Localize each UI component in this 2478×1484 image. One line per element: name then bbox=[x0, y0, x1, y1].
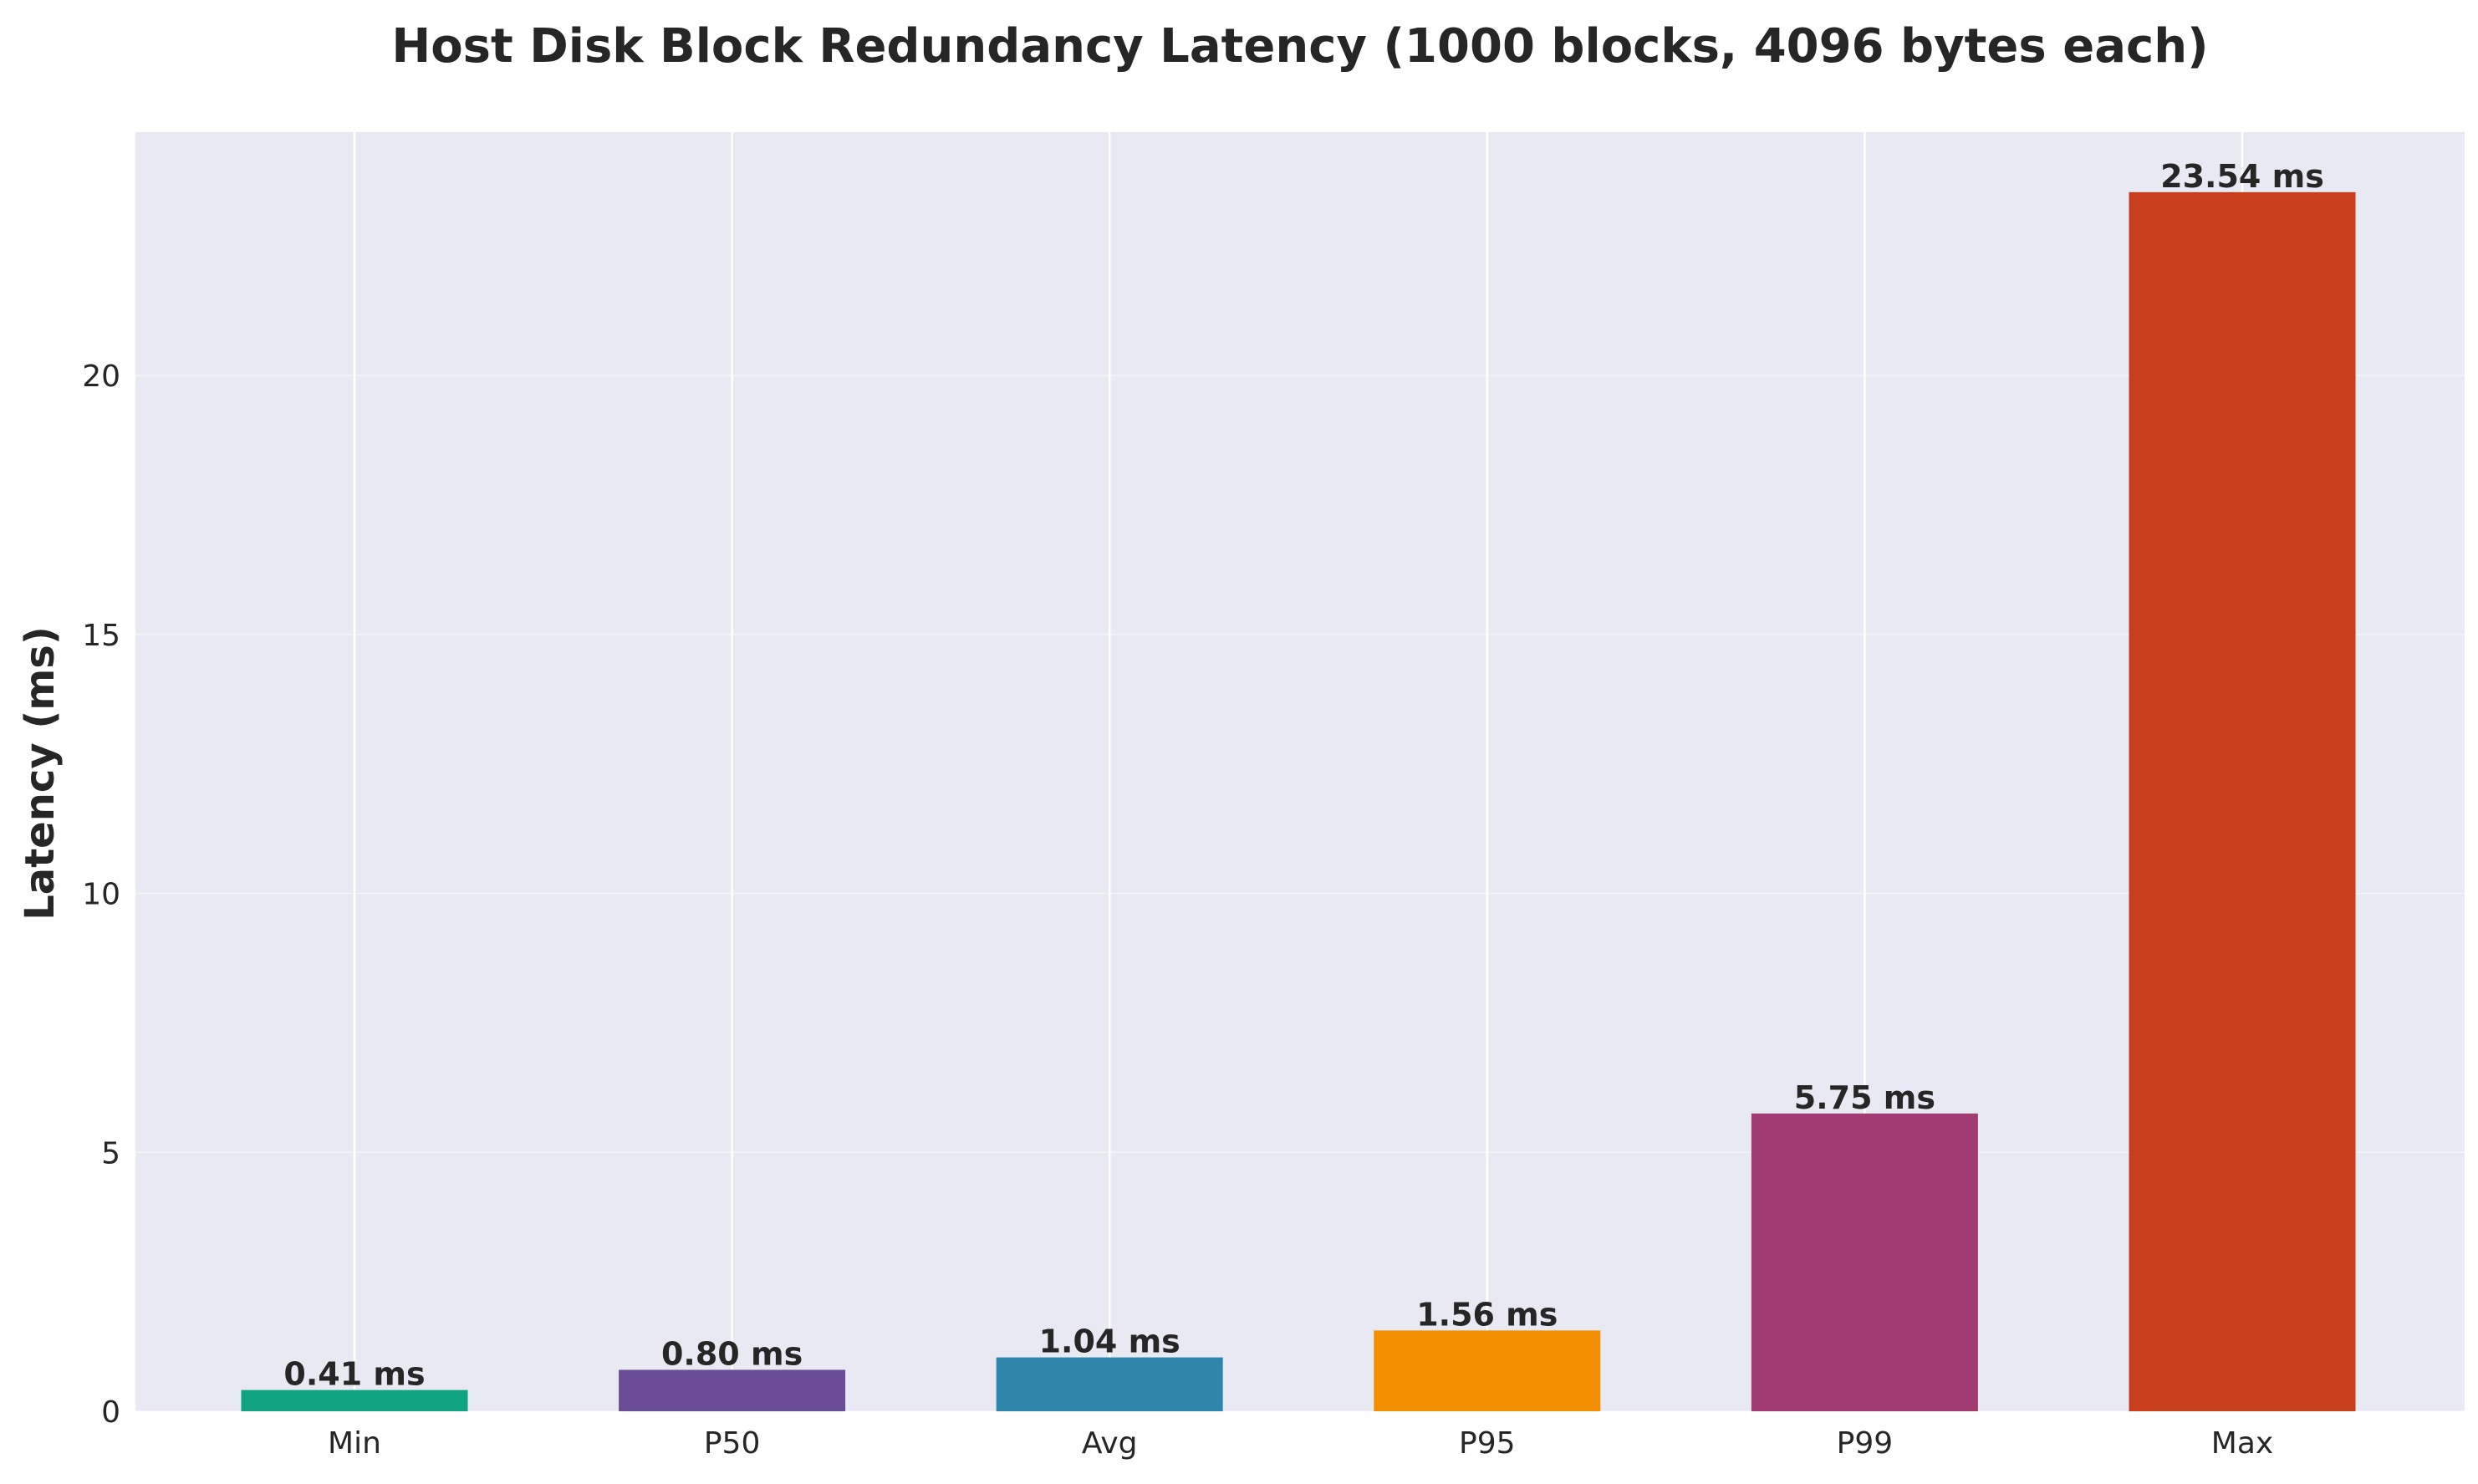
y-tick-label: 0 bbox=[101, 1395, 120, 1430]
x-tick-label-p50: P50 bbox=[704, 1426, 761, 1461]
bar-max bbox=[2129, 191, 2356, 1411]
data-label-max: 23.54 ms bbox=[2160, 158, 2324, 195]
x-tick-label-min: Min bbox=[328, 1426, 381, 1461]
chart-title: Host Disk Block Redundancy Latency (1000… bbox=[391, 19, 2208, 74]
bars bbox=[241, 191, 2356, 1411]
data-labels: 0.41 ms 0.80 ms 1.04 ms 1.56 ms 5.75 ms 23.54… bbox=[283, 158, 2323, 1393]
data-label-avg: 1.04 ms bbox=[1039, 1323, 1180, 1360]
y-axis-label: Latency (ms) bbox=[17, 626, 64, 920]
data-label-p50: 0.80 ms bbox=[661, 1335, 803, 1372]
bar-min bbox=[241, 1390, 468, 1411]
x-tick-label-avg: Avg bbox=[1082, 1426, 1138, 1461]
y-tick-labels: 0 5 10 15 20 bbox=[82, 360, 120, 1430]
y-tick-label: 15 bbox=[82, 619, 120, 653]
x-tick-label-max: Max bbox=[2211, 1426, 2273, 1461]
data-label-p99: 5.75 ms bbox=[1794, 1079, 1935, 1116]
bar-p99 bbox=[1751, 1113, 1978, 1411]
data-label-p95: 1.56 ms bbox=[1416, 1296, 1558, 1333]
plot-area bbox=[135, 132, 2465, 1411]
y-tick-label: 10 bbox=[82, 878, 120, 912]
bar-p50 bbox=[619, 1369, 846, 1411]
bar-p95 bbox=[1374, 1330, 1601, 1411]
data-label-min: 0.41 ms bbox=[283, 1356, 425, 1393]
y-tick-label: 5 bbox=[101, 1136, 120, 1170]
x-tick-label-p95: P95 bbox=[1459, 1426, 1516, 1461]
y-tick-label: 20 bbox=[82, 360, 120, 394]
bar-avg bbox=[996, 1357, 1223, 1411]
x-tick-labels: Min P50 Avg P95 P99 Max bbox=[328, 1426, 2273, 1461]
x-tick-label-p99: P99 bbox=[1837, 1426, 1894, 1461]
